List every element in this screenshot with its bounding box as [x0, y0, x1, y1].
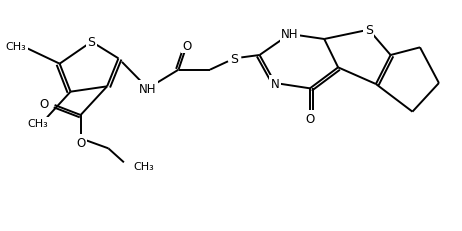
Text: NH: NH	[139, 82, 157, 95]
Text: CH₃: CH₃	[6, 42, 26, 52]
Text: CH₃: CH₃	[134, 162, 154, 172]
Text: O: O	[76, 136, 85, 149]
Text: O: O	[305, 112, 315, 125]
Text: O: O	[182, 39, 192, 52]
Text: O: O	[39, 97, 49, 110]
Text: S: S	[88, 36, 96, 49]
Text: NH: NH	[281, 28, 298, 41]
Text: S: S	[231, 53, 238, 66]
Text: N: N	[271, 77, 280, 90]
Text: CH₃: CH₃	[27, 119, 48, 129]
Text: S: S	[365, 24, 373, 37]
